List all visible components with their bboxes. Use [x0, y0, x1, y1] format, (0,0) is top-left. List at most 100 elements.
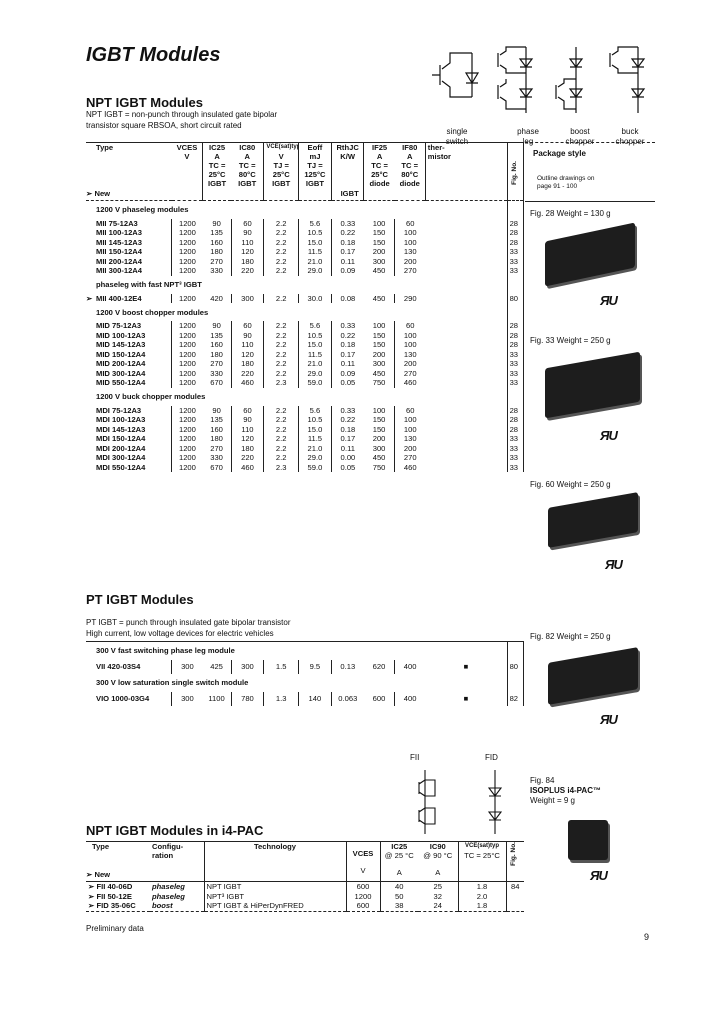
- fii-label: FII: [410, 753, 420, 762]
- value-cell: 33: [506, 434, 525, 444]
- value-cell: 28: [506, 405, 525, 415]
- value-cell: 0.18: [330, 340, 364, 350]
- value-cell: 0.09: [330, 266, 364, 276]
- value-cell: 10.5: [298, 330, 332, 340]
- value-cell: 300: [230, 293, 264, 303]
- table-row: MDI 150-12A4 1200 180 120 2.2 11.5 0.17 200 130 3…: [86, 434, 525, 444]
- npt-description: NPT IGBT = non-punch through insulated g…: [86, 110, 278, 130]
- fig33-caption: Fig. 33 Weight = 250 g: [530, 336, 611, 345]
- value-cell: 400: [394, 691, 426, 706]
- value-cell: 130: [394, 434, 426, 444]
- value-cell: 33: [506, 462, 525, 472]
- value-cell: [425, 228, 507, 238]
- section-row: 300 V low saturation single switch modul…: [86, 673, 525, 692]
- value-cell: 60: [394, 321, 426, 331]
- header-if25: IF25 A TC = 25°C diode: [363, 142, 395, 201]
- value-cell: 60: [394, 218, 426, 228]
- table-row: VIO 1000-03G4 300 1100 780 1.3 140 0.063 600 400…: [86, 691, 525, 706]
- header-ic80: IC80 A TC = 80°C IGBT: [238, 143, 257, 188]
- value-cell: 0.33: [330, 321, 364, 331]
- value-cell: 460: [230, 462, 264, 472]
- header-fig-no: Fig. No.: [506, 142, 525, 201]
- value-cell: 600: [372, 693, 386, 703]
- value-cell: 0.09: [330, 368, 364, 378]
- type-cell: MID 100-12A3: [96, 330, 146, 340]
- fig-cell: [506, 275, 525, 294]
- value-cell: 33: [506, 266, 525, 276]
- value-cell: 100: [394, 415, 426, 425]
- table-row: MII 300-12A4 1200 330 220 2.2 29.0 0.09 450 270 3…: [86, 266, 525, 276]
- section-row: 300 V fast switching phase leg module: [86, 641, 525, 660]
- technology-cell: NPT³ IGBT: [203, 891, 346, 901]
- value-cell: 270: [210, 359, 223, 368]
- table-row: ➢ MII 400-12E4 1200 420 300 2.2 30.0 0.08 450 290…: [86, 293, 525, 304]
- value-cell: 1200: [171, 368, 203, 378]
- ul-logo: ЯU: [600, 428, 618, 443]
- value-cell: 0.05: [330, 378, 364, 388]
- value-cell: 11.5: [298, 434, 332, 444]
- value-cell: 1200: [171, 415, 203, 425]
- value-cell: 330: [210, 368, 223, 378]
- header-thermistor: ther-mistor: [424, 142, 508, 201]
- value-cell: 59.0: [298, 462, 332, 472]
- phase-leg-icon: [497, 46, 534, 113]
- value-cell: 180: [210, 247, 223, 256]
- value-cell: 270: [394, 368, 426, 378]
- value-cell: 28: [506, 330, 525, 340]
- value-cell: 29.0: [298, 368, 332, 378]
- value-cell: 1200: [171, 228, 203, 238]
- value-cell: 60: [394, 405, 426, 415]
- value-cell: 15.0: [298, 340, 332, 350]
- value-cell: 2.2: [263, 453, 299, 463]
- ic90-cell: 25: [433, 882, 442, 891]
- table-row: MDI 100-12A3 1200 135 90 2.2 10.5 0.22 150 100 28: [86, 415, 525, 425]
- fig84-caption: Fig. 84 ISOPLUS i4-PAC™ Weight = 9 g: [530, 776, 601, 806]
- value-cell: 5.6: [298, 218, 332, 228]
- value-cell: [425, 453, 507, 463]
- table-row: MID 200-12A4 1200 270 180 2.2 21.0 0.11 300 200 3…: [86, 359, 525, 369]
- value-cell: 2.2: [263, 340, 299, 350]
- i4-header-ic25: IC25 @ 25 °C A: [379, 841, 418, 882]
- table-row: MDI 550-12A4 1200 670 460 2.3 59.0 0.05 750 460 3…: [86, 462, 525, 472]
- value-cell: 28: [506, 228, 525, 238]
- type-cell: ➢ MII 400-12E4: [86, 294, 172, 304]
- page-number: 9: [644, 932, 650, 942]
- value-cell: 29.0: [298, 453, 332, 463]
- value-cell: 0.08: [330, 293, 364, 303]
- value-cell: 0.17: [330, 434, 364, 444]
- table-row: VII 420-03S4 300 425 300 1.5 9.5 0.13 620 400 ■ 80: [86, 659, 525, 674]
- value-cell: 60: [230, 218, 264, 228]
- value-cell: [425, 238, 507, 248]
- module-image-fig28: [545, 222, 635, 287]
- value-cell: 2.2: [263, 321, 299, 331]
- value-cell: 33: [506, 256, 525, 266]
- value-cell: 28: [506, 415, 525, 425]
- value-cell: 780: [230, 691, 264, 706]
- value-cell: 1200: [171, 218, 203, 228]
- type-cell: MDI 75-12A3: [96, 405, 142, 415]
- value-cell: 21.0: [298, 443, 332, 453]
- value-cell: 2.2: [263, 218, 299, 228]
- type-cell: MII 145-12A3: [96, 237, 143, 247]
- value-cell: 28: [506, 237, 525, 247]
- vce-cell: 1.8: [457, 881, 506, 892]
- table-row: ➢ FID 35-06C boost NPT IGBT & HiPerDynFRED…: [86, 901, 524, 911]
- value-cell: 1200: [171, 434, 203, 444]
- npt-table: Type ➢ New VCES V IC25 A TC = 25°C IGBT IC80 A T…: [86, 142, 525, 472]
- value-cell: 33: [506, 453, 525, 463]
- value-cell: 2.2: [263, 330, 299, 340]
- value-cell: 0.33: [330, 405, 364, 415]
- value-cell: 160: [210, 424, 223, 434]
- value-cell: 1200: [171, 256, 203, 266]
- value-cell: 33: [506, 368, 525, 378]
- value-cell: 460: [394, 462, 426, 472]
- value-cell: 28: [506, 218, 525, 228]
- value-cell: 1200: [171, 340, 203, 350]
- value-cell: 300: [372, 256, 386, 266]
- value-cell: 2.2: [263, 349, 299, 359]
- value-cell: 9.5: [298, 659, 332, 674]
- table-row: MII 145-12A3 1200 160 110 2.2 15.0 0.18 150 100 2…: [86, 237, 525, 248]
- value-cell: 670: [210, 462, 223, 472]
- value-cell: 0.11: [330, 443, 364, 453]
- value-cell: 2.2: [263, 415, 299, 425]
